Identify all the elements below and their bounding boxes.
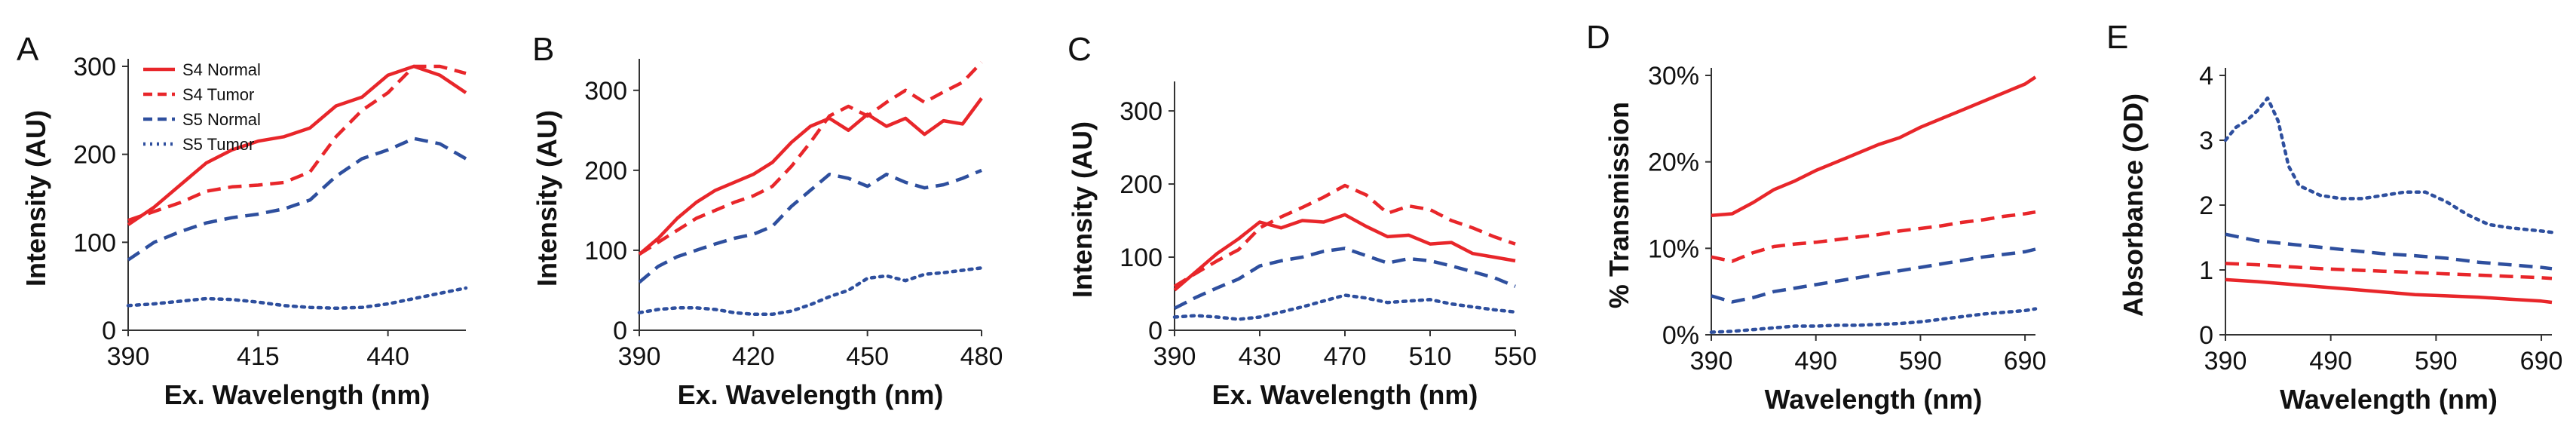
x-tick-label: 390 — [2204, 347, 2247, 375]
panel-letter: D — [1586, 19, 1610, 56]
legend-label: S5 Tumor — [182, 135, 254, 154]
y-tick-label: 100 — [584, 237, 627, 265]
x-tick-label: 390 — [1153, 342, 1196, 371]
series-line-s4-normal — [1173, 213, 1516, 292]
series-line-s5-tumor — [637, 266, 984, 317]
x-axis-label: Wavelength (nm) — [1765, 384, 1983, 415]
series-line-s5-normal — [1711, 247, 2036, 304]
panel-letter: B — [532, 31, 554, 68]
y-axis-label: % Transmission — [1603, 102, 1634, 308]
legend: S4 Normal S4 Tumor S5 Normal S5 Tumor — [143, 60, 261, 154]
y-axis-label: Intensity (AU) — [531, 110, 562, 287]
x-tick-label: 510 — [1409, 342, 1452, 371]
series-line-s4-tumor — [1711, 210, 2036, 263]
x-tick-label: 550 — [1494, 342, 1537, 371]
y-tick-label: 1 — [2199, 256, 2213, 285]
x-tick-label: 490 — [1794, 347, 1837, 375]
y-tick-label: 100 — [1120, 244, 1162, 272]
series-line-s5-tumor — [1709, 307, 2038, 334]
y-tick-label: 2 — [2199, 192, 2213, 220]
y-tick-label: 0% — [1662, 321, 1699, 350]
panel-letter: E — [2106, 19, 2128, 56]
x-tick-label: 390 — [107, 342, 150, 371]
y-tick-label: 0 — [613, 317, 627, 345]
legend-label: S4 Tumor — [182, 85, 254, 104]
x-tick-label: 390 — [618, 342, 661, 371]
series-line-s4-tumor — [2225, 262, 2553, 280]
x-tick-label: 390 — [1690, 347, 1733, 375]
series-line-s5-normal — [638, 168, 982, 284]
series-line-s4-normal — [638, 97, 983, 256]
series-line-s5-normal — [127, 136, 467, 262]
x-tick-label: 490 — [2309, 347, 2352, 375]
series-line-s5-tumor — [2223, 96, 2554, 234]
chart-panel-c: C 0 100 200 300 390 430 470 510 550 Ex. Wavelength… — [1067, 31, 1536, 410]
legend-label: S4 Normal — [182, 60, 261, 79]
legend-label: S5 Normal — [182, 110, 261, 129]
x-tick-label: 590 — [1899, 347, 1942, 375]
x-tick-label: 450 — [846, 342, 889, 371]
chart-panel-e: E 0 1 2 3 4 390 490 590 690 Wavelength (nm) Absorba… — [2106, 19, 2562, 415]
x-tick-label: 470 — [1324, 342, 1367, 371]
y-tick-label: 3 — [2199, 127, 2213, 155]
series-line-s4-tumor — [638, 61, 983, 256]
x-tick-label: 690 — [2520, 347, 2563, 375]
x-axis-label: Wavelength (nm) — [2280, 384, 2498, 415]
x-axis-label: Ex. Wavelength (nm) — [678, 379, 944, 410]
panel-letter: A — [17, 31, 39, 68]
series-line-s4-normal — [2225, 277, 2553, 305]
series-line-s4-normal — [127, 64, 467, 226]
y-tick-label: 200 — [584, 157, 627, 185]
x-tick-label: 690 — [2004, 347, 2047, 375]
chart-panel-a: A 0 100 200 300 390 415 440 Ex. Wavelength (nm) I… — [17, 31, 468, 410]
series-line-s5-normal — [2225, 232, 2553, 271]
y-axis-label: Absorbance (OD) — [2118, 93, 2149, 317]
x-tick-label: 420 — [732, 342, 775, 371]
x-tick-label: 440 — [366, 342, 409, 371]
y-tick-label: 0 — [1148, 317, 1162, 345]
series-line-s4-normal — [1711, 75, 2037, 218]
y-tick-label: 100 — [73, 228, 116, 257]
series-line-s5-tumor — [1172, 293, 1518, 321]
x-tick-label: 430 — [1239, 342, 1282, 371]
y-tick-label: 4 — [2199, 62, 2213, 90]
y-tick-label: 200 — [73, 141, 116, 170]
y-tick-label: 10% — [1648, 234, 1699, 263]
series-line-s5-normal — [1173, 247, 1516, 310]
x-axis-label: Ex. Wavelength (nm) — [164, 379, 430, 410]
series-line-s4-tumor — [127, 64, 467, 222]
y-tick-label: 300 — [1120, 97, 1162, 126]
x-axis-label: Ex. Wavelength (nm) — [1212, 379, 1478, 410]
y-tick-label: 300 — [584, 77, 627, 106]
y-tick-label: 300 — [73, 53, 116, 81]
series-line-s4-tumor — [1173, 183, 1516, 288]
y-axis-label: Intensity (AU) — [1067, 121, 1098, 298]
panel-letter: C — [1067, 31, 1092, 68]
chart-panel-b: B 0 100 200 300 390 420 450 480 Ex. Wavelength (n… — [531, 31, 1003, 410]
series-line-s5-tumor — [126, 286, 468, 311]
y-tick-label: 20% — [1648, 149, 1699, 177]
x-tick-label: 415 — [237, 342, 280, 371]
y-tick-label: 200 — [1120, 170, 1162, 199]
y-tick-label: 30% — [1648, 62, 1699, 90]
y-tick-label: 0 — [102, 317, 116, 345]
x-tick-label: 480 — [960, 342, 1003, 371]
y-tick-label: 0 — [2199, 321, 2213, 350]
y-axis-label: Intensity (AU) — [20, 110, 51, 287]
chart-panel-d: D 0% 10% 20% 30% 390 490 590 690 Wavelength (nm)%… — [1586, 19, 2046, 415]
x-tick-label: 590 — [2415, 347, 2458, 375]
